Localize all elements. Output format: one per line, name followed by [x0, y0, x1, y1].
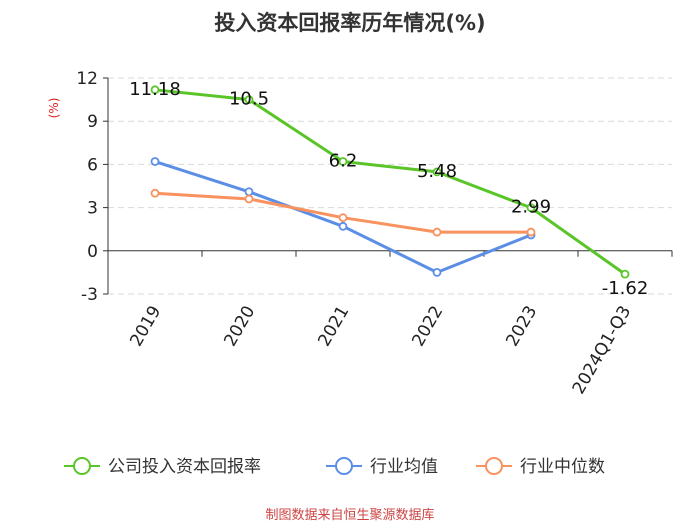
data-label: 11.18 [129, 79, 181, 100]
y-tick-label: 3 [87, 199, 98, 219]
series-point-1 [526, 203, 536, 213]
series-point-2 [244, 187, 254, 197]
series-point-1 [338, 157, 348, 166]
series-lines [150, 85, 630, 279]
data-label: 5.48 [417, 161, 457, 182]
data-label: 2.99 [511, 197, 551, 218]
legend-label: 公司投入资本回报率 [108, 457, 261, 477]
legend[interactable]: 公司投入资本回报率 行业均值 行业中位数 [64, 457, 605, 477]
legend-label: 行业中位数 [520, 457, 605, 477]
series-line-1 [153, 88, 627, 276]
legend-item-2[interactable]: 行业均值 [326, 457, 438, 477]
series-point-2 [150, 157, 160, 166]
y-tick-label: 0 [87, 242, 98, 262]
x-tick-label: 2021 [314, 303, 353, 350]
series-point-2 [338, 221, 348, 231]
series-point-1 [244, 95, 254, 104]
series-point-3 [338, 213, 348, 223]
x-tick-label: 2019 [126, 303, 165, 350]
legend-swatch-marker [335, 457, 353, 475]
legend-swatch-marker [73, 457, 91, 475]
legend-label: 行业均值 [370, 457, 438, 477]
data-label: 6.2 [329, 151, 358, 172]
series-point-2 [432, 267, 442, 277]
series-point-1 [620, 269, 630, 279]
legend-swatch-marker [485, 457, 503, 475]
series-point-1 [432, 167, 442, 177]
x-tick-label: 2023 [502, 303, 541, 350]
series-point-3 [526, 227, 536, 237]
series-point-3 [244, 194, 254, 204]
source-caption: 制图数据来自恒生聚源数据库 [265, 507, 434, 523]
legend-item-1[interactable]: 公司投入资本回报率 [64, 457, 261, 477]
y-tick-label: -3 [81, 285, 98, 305]
series-point-3 [432, 227, 442, 237]
legend-item-3[interactable]: 行业中位数 [476, 457, 605, 477]
x-tick-label: 2024Q1-Q3 [569, 303, 636, 398]
series-point-1 [150, 85, 160, 95]
y-axis-unit-label: (%) [47, 98, 61, 119]
y-tick-label: 9 [87, 112, 98, 132]
chart-title: 投入资本回报率历年情况(%) [214, 11, 485, 35]
y-tick-label: 6 [87, 155, 98, 175]
series-point-3 [150, 188, 160, 198]
data-label: -1.62 [602, 278, 649, 299]
grid-lines [108, 77, 672, 295]
x-tick-label: 2020 [220, 303, 259, 350]
data-label: 10.5 [229, 89, 269, 110]
axes: 12 9 6 3 0 -3 2019 2020 2021 2022 2023 2024Q1-Q3 [76, 69, 673, 398]
x-tick-label: 2022 [408, 303, 447, 350]
data-labels: 11.18 10.5 6.2 5.48 2.99 -1.62 [129, 79, 648, 299]
y-tick-label: 12 [76, 69, 98, 89]
